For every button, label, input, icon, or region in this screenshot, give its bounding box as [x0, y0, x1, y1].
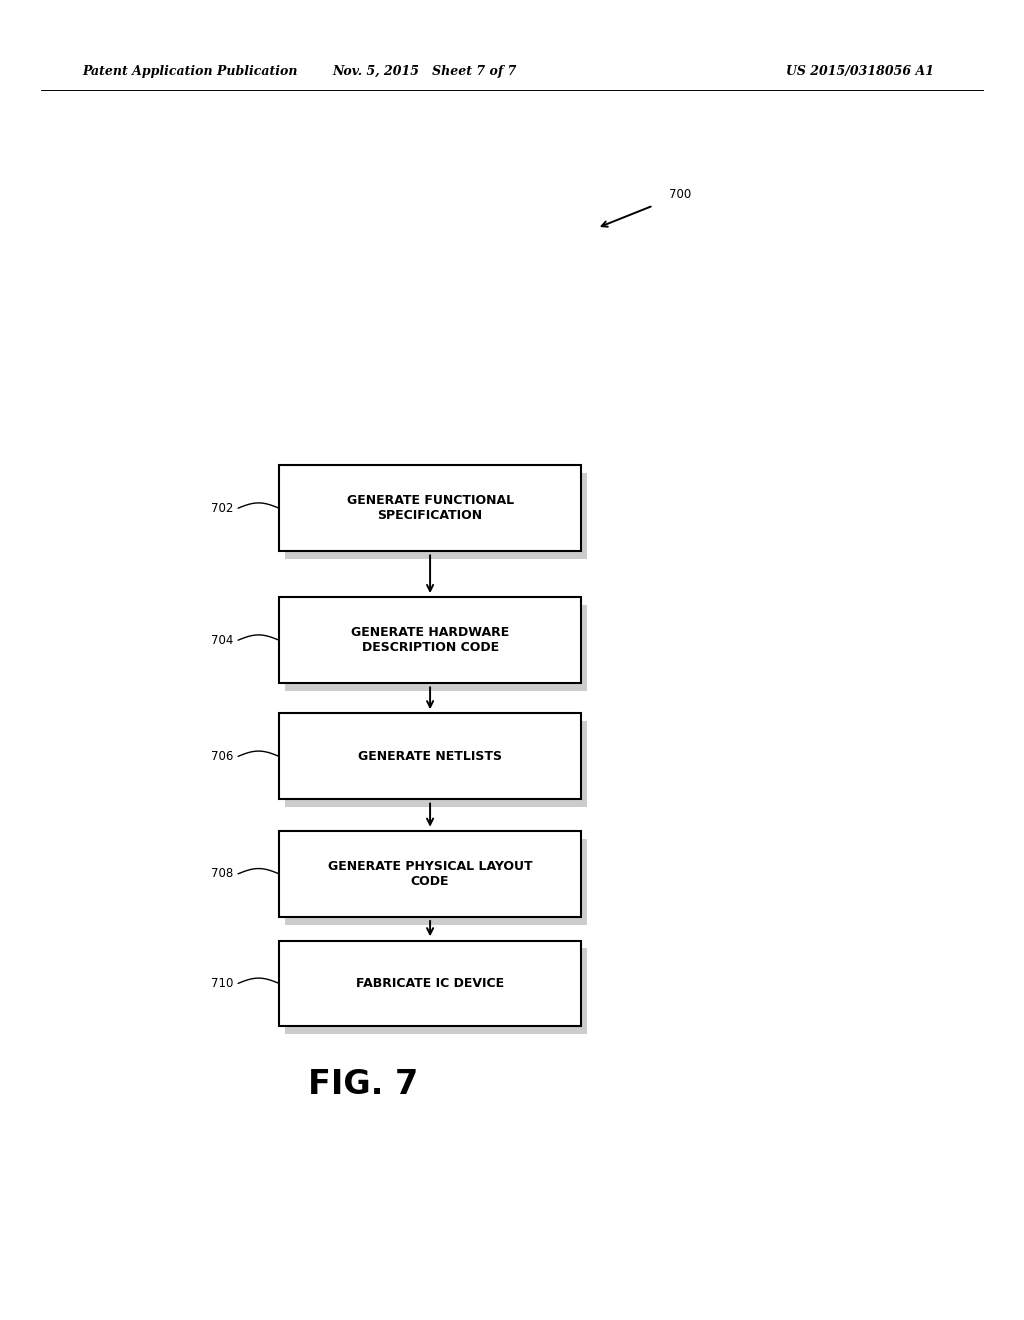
Bar — [285, 840, 587, 924]
Text: 706: 706 — [211, 750, 232, 763]
Bar — [279, 714, 581, 800]
Bar — [279, 832, 581, 916]
Text: Nov. 5, 2015   Sheet 7 of 7: Nov. 5, 2015 Sheet 7 of 7 — [333, 66, 517, 78]
Bar — [279, 597, 581, 682]
Text: 700: 700 — [669, 189, 691, 202]
Text: GENERATE FUNCTIONAL
SPECIFICATION: GENERATE FUNCTIONAL SPECIFICATION — [346, 494, 514, 523]
Text: GENERATE HARDWARE
DESCRIPTION CODE: GENERATE HARDWARE DESCRIPTION CODE — [351, 626, 509, 655]
Text: FIG. 7: FIG. 7 — [308, 1068, 419, 1101]
Bar — [285, 474, 587, 560]
Bar — [279, 466, 581, 552]
Text: GENERATE NETLISTS: GENERATE NETLISTS — [358, 750, 502, 763]
Text: US 2015/0318056 A1: US 2015/0318056 A1 — [786, 66, 934, 78]
Text: 708: 708 — [211, 867, 232, 880]
Bar — [285, 722, 587, 808]
Bar — [285, 949, 587, 1035]
Bar — [279, 940, 581, 1027]
Text: GENERATE PHYSICAL LAYOUT
CODE: GENERATE PHYSICAL LAYOUT CODE — [328, 859, 532, 888]
Text: 702: 702 — [211, 502, 232, 515]
Text: 710: 710 — [211, 977, 232, 990]
Text: Patent Application Publication: Patent Application Publication — [82, 66, 297, 78]
Text: 704: 704 — [211, 634, 232, 647]
Text: FABRICATE IC DEVICE: FABRICATE IC DEVICE — [356, 977, 504, 990]
Bar — [285, 605, 587, 692]
